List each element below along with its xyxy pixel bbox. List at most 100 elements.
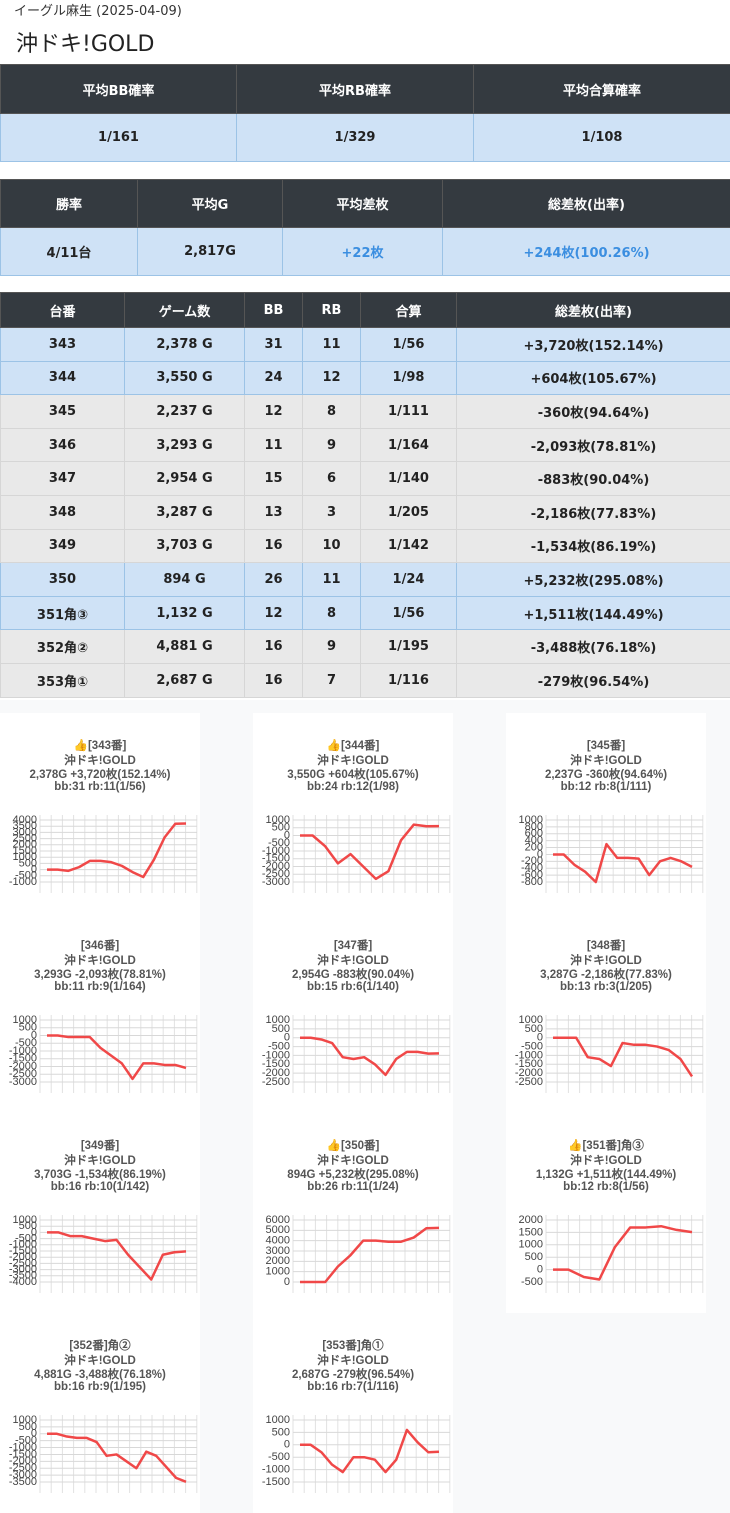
y-tick-label: 1000 xyxy=(519,1014,543,1026)
y-tick-label: -500 xyxy=(268,837,290,849)
chart-title-line: 894G +5,232枚(295.08%) xyxy=(287,1169,419,1182)
y-tick-label: 500 xyxy=(19,1022,37,1034)
row: 352角② 4,881 G 16 9 1/195 -3,488枚(76.18%) xyxy=(0,629,730,664)
y-tick-label: 5000 xyxy=(266,1224,290,1236)
cell: 11 xyxy=(302,562,361,597)
y-tick-label: 0 xyxy=(537,1032,543,1044)
cell: 12 xyxy=(302,360,361,396)
cell: 2,237 G xyxy=(124,394,245,429)
summary2-table: 勝率 平均G 平均差枚 総差枚(出率) 4/11台 2,817G +22枚 +244枚(100… xyxy=(0,179,730,276)
row: 344 3,550 G 24 12 1/98 +604枚(105.67%) xyxy=(0,360,730,396)
y-tick-label: 0 xyxy=(284,829,290,841)
y-tick-label: -500 xyxy=(521,1040,543,1052)
cell: 7 xyxy=(302,662,361,698)
y-tick-label: 3000 xyxy=(266,1245,290,1257)
y-tick-label: -400 xyxy=(521,862,543,874)
cell: 1/329 xyxy=(236,113,474,162)
cell: 8 xyxy=(302,394,361,429)
chart-title-line: bb:11 rb:9(1/164) xyxy=(54,980,146,993)
row: 349 3,703 G 16 10 1/142 -1,534枚(86.19%) xyxy=(0,528,730,564)
cell: 346 xyxy=(0,427,125,463)
cell: -883枚(90.04%) xyxy=(456,461,730,496)
cell: 1/195 xyxy=(360,629,457,664)
cell: 31 xyxy=(244,327,303,362)
y-tick-label: 600 xyxy=(525,828,543,840)
cell: 1/108 xyxy=(473,113,730,162)
chart-card: 👍[350番] 沖ドキ!GOLD 894G +5,232枚(295.08%) bb:2… xyxy=(253,1113,453,1313)
y-tick-label: 500 xyxy=(272,1023,290,1035)
cell: 16 xyxy=(244,528,303,564)
cell: -2,186枚(77.83%) xyxy=(456,494,730,530)
y-tick-label: -500 xyxy=(268,1040,290,1052)
y-tick-label: -600 xyxy=(521,869,543,881)
y-tick-label: -1000 xyxy=(262,845,290,857)
y-tick-label: -1000 xyxy=(9,1045,37,1057)
chart-title-line: 1,132G +1,511枚(144.49%) xyxy=(535,1169,677,1182)
chart-title-line: 👍[350番] xyxy=(326,1140,380,1152)
cell: +3,720枚(152.14%) xyxy=(456,327,730,362)
cell: -360枚(94.64%) xyxy=(456,394,730,429)
line xyxy=(553,1036,694,1078)
cell: 343 xyxy=(0,327,125,362)
row: 348 3,287 G 13 3 1/205 -2,186枚(77.83%) xyxy=(0,494,730,530)
header-cell: 勝率 xyxy=(0,179,138,228)
chart-title-line: [352番]角② xyxy=(69,1340,131,1352)
cell: 1/205 xyxy=(360,494,457,530)
y-tick-label: -3500 xyxy=(9,1476,37,1488)
chart-title-line: 沖ドキ!GOLD xyxy=(317,1154,389,1167)
cell: 1/24 xyxy=(360,562,457,597)
cell: +5,232枚(295.08%) xyxy=(456,562,730,597)
y-tick-label: -1500 xyxy=(262,1058,290,1070)
chart-card: [349番] 沖ドキ!GOLD 3,703G -1,534枚(86.19%) bb:1… xyxy=(0,1113,200,1313)
chart-title-line: 沖ドキ!GOLD xyxy=(570,1154,642,1167)
y-tick-label: -3000 xyxy=(9,1264,37,1276)
chart-title-line: 2,237G -360枚(94.64%) xyxy=(544,769,668,782)
y-tick-label: 500 xyxy=(19,1421,37,1433)
cell: 3,550 G xyxy=(124,360,245,396)
cell: 350 xyxy=(0,562,125,597)
cell: 2,378 G xyxy=(124,327,245,362)
cell: +244枚(100.26%) xyxy=(442,227,730,276)
cell: 352角② xyxy=(0,629,125,664)
cell: 344 xyxy=(0,360,125,396)
cell: 2,817G xyxy=(137,227,283,276)
chart-card: 👍[344番] 沖ドキ!GOLD 3,550G +604枚(105.67%) bb:2… xyxy=(253,713,453,913)
y-tick-label: -2000 xyxy=(262,1067,290,1079)
cell: +22枚 xyxy=(282,227,443,276)
cell: 353角① xyxy=(0,662,125,698)
chart-title-line: bb:26 rb:11(1/24) xyxy=(307,1180,399,1193)
y-tick-label: -1000 xyxy=(9,1441,37,1453)
y-tick-label: 0 xyxy=(31,864,37,876)
cell: 3,703 G xyxy=(124,528,245,564)
chart-title-line: 2,954G -883枚(90.04%) xyxy=(291,969,415,982)
chart-title-line: 3,550G +604枚(105.67%) xyxy=(287,769,419,782)
chart-title-line: bb:15 rb:6(1/140) xyxy=(306,980,400,993)
header-cell: 平均RB確率 xyxy=(236,64,474,114)
header-cell: 総差枚(出率) xyxy=(456,292,730,328)
y-tick-label: 0 xyxy=(284,1276,290,1288)
cell: 1/111 xyxy=(360,394,457,429)
y-tick-label: 1000 xyxy=(519,1239,543,1251)
cell: +604枚(105.67%) xyxy=(456,360,730,396)
chart-title-line: 3,287G -2,186枚(77.83%) xyxy=(540,969,672,982)
y-tick-label: -1000 xyxy=(9,876,37,888)
cell: 1,132 G xyxy=(124,595,245,631)
y-tick-label: -2000 xyxy=(9,1060,37,1072)
header-cell: 平均BB確率 xyxy=(0,64,237,114)
y-tick-label: 2000 xyxy=(13,839,37,851)
line xyxy=(47,822,187,879)
chart-title-line: [353番]角① xyxy=(322,1340,384,1352)
y-tick-label: -1500 xyxy=(9,1448,37,1460)
y-tick-label: 0 xyxy=(537,848,543,860)
y-tick-label: 1500 xyxy=(13,845,37,857)
line xyxy=(553,1224,693,1281)
chart-title-line: bb:12 rb:8(1/111) xyxy=(560,780,652,793)
chart-title-line: 👍[351番]角③ xyxy=(568,1140,644,1152)
cell: 15 xyxy=(244,461,303,496)
y-tick-label: -500 xyxy=(15,1037,37,1049)
y-tick-label: 4000 xyxy=(13,814,37,826)
y-tick-label: 1000 xyxy=(13,1014,37,1026)
